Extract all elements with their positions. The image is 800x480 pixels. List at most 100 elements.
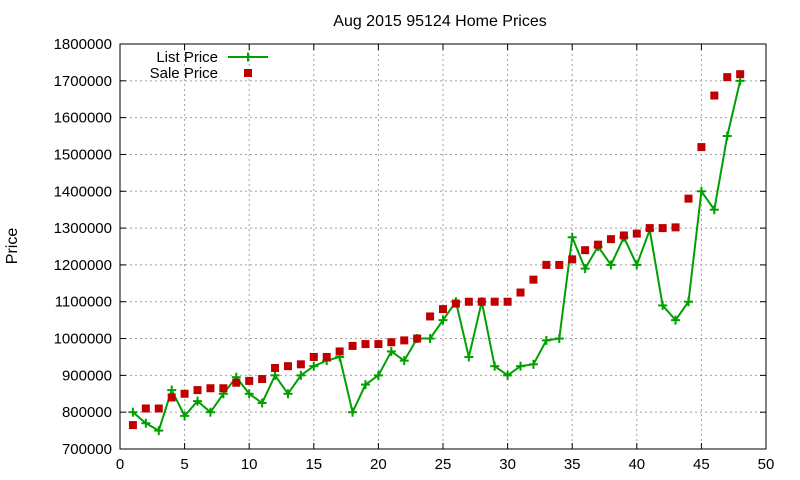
list-price-point bbox=[516, 361, 526, 371]
y-tick-label: 1000000 bbox=[54, 331, 112, 348]
sale-price-point bbox=[245, 376, 254, 385]
legend-label: Sale Price bbox=[150, 65, 218, 82]
list-price-point bbox=[205, 407, 215, 417]
sale-price-point bbox=[206, 384, 215, 393]
series-layer bbox=[128, 70, 745, 436]
sale-price-point bbox=[361, 340, 370, 349]
list-price-point bbox=[709, 205, 719, 215]
x-tick-label: 25 bbox=[435, 456, 452, 473]
list-price-point bbox=[167, 385, 177, 395]
sale-price-point bbox=[193, 386, 202, 395]
sale-price-point bbox=[387, 338, 396, 347]
x-tick-label: 50 bbox=[758, 456, 775, 473]
x-tick-label: 15 bbox=[305, 456, 322, 473]
list-price-point bbox=[464, 352, 474, 362]
list-price-point bbox=[257, 398, 267, 408]
list-price-point bbox=[373, 370, 383, 380]
sale-price-point bbox=[283, 362, 292, 371]
y-tick-label: 1800000 bbox=[54, 36, 112, 53]
list-price-point bbox=[128, 407, 138, 417]
sale-price-point bbox=[529, 275, 538, 284]
series-1 bbox=[128, 70, 745, 430]
sale-price-point bbox=[219, 384, 228, 393]
list-price-point bbox=[399, 356, 409, 366]
sale-price-point bbox=[697, 143, 706, 152]
sale-price-point bbox=[736, 70, 745, 79]
sale-price-point bbox=[309, 352, 318, 361]
y-tick-label: 1400000 bbox=[54, 183, 112, 200]
list-price-point bbox=[632, 260, 642, 270]
legend-marker bbox=[244, 69, 252, 77]
sale-price-point bbox=[568, 255, 577, 264]
x-tick-label: 5 bbox=[180, 456, 188, 473]
x-tick-label: 0 bbox=[116, 456, 124, 473]
list-price-point bbox=[683, 297, 693, 307]
sale-price-point bbox=[451, 299, 460, 308]
grid bbox=[120, 44, 766, 449]
x-tick-label: 30 bbox=[499, 456, 516, 473]
series-0 bbox=[128, 76, 745, 436]
sale-price-point bbox=[167, 393, 176, 402]
list-price-point bbox=[270, 370, 280, 380]
sale-price-point bbox=[710, 91, 719, 100]
sale-price-point bbox=[413, 334, 422, 343]
sale-price-point bbox=[348, 341, 357, 350]
list-price-point bbox=[309, 361, 319, 371]
sale-price-point bbox=[464, 297, 473, 306]
list-price-point bbox=[193, 396, 203, 406]
sale-price-point bbox=[723, 73, 732, 82]
list-price-point bbox=[348, 407, 358, 417]
sale-price-point bbox=[400, 336, 409, 345]
sale-price-point bbox=[542, 260, 551, 269]
list-price-point bbox=[386, 346, 396, 356]
sale-price-point bbox=[258, 375, 267, 384]
sale-price-point bbox=[516, 288, 525, 297]
sale-price-point bbox=[619, 231, 628, 240]
y-tick-label: 1500000 bbox=[54, 146, 112, 163]
list-price-point bbox=[671, 315, 681, 325]
axes: 0 5 10 15 20 25 30 35 40 45 50 700000 800000 900000 10… bbox=[54, 36, 775, 473]
list-price-point bbox=[180, 411, 190, 421]
sale-price-point bbox=[632, 229, 641, 238]
list-price-point bbox=[490, 361, 500, 371]
y-tick-label: 700000 bbox=[62, 441, 112, 458]
list-price-point bbox=[606, 260, 616, 270]
y-tick-label: 1200000 bbox=[54, 257, 112, 274]
list-price-point bbox=[296, 370, 306, 380]
x-tick-label: 35 bbox=[564, 456, 581, 473]
list-price-point bbox=[722, 131, 732, 141]
y-axis-label: Price bbox=[4, 228, 21, 265]
list-price-point bbox=[244, 389, 254, 399]
sale-price-point bbox=[581, 246, 590, 255]
x-tick-label: 10 bbox=[241, 456, 258, 473]
sale-price-point bbox=[658, 224, 667, 233]
sale-price-point bbox=[296, 360, 305, 369]
list-price-point bbox=[438, 315, 448, 325]
sale-price-point bbox=[426, 312, 435, 321]
chart-title: Aug 2015 95124 Home Prices bbox=[333, 13, 546, 30]
list-price-point bbox=[567, 232, 577, 242]
sale-price-point bbox=[671, 223, 680, 232]
sale-price-point bbox=[645, 224, 654, 233]
sale-price-point bbox=[477, 297, 486, 306]
sale-price-point bbox=[180, 389, 189, 398]
list-price-point bbox=[696, 186, 706, 196]
list-price-point bbox=[141, 418, 151, 428]
list-price-point bbox=[283, 389, 293, 399]
sale-price-point bbox=[490, 297, 499, 306]
sale-price-point bbox=[271, 364, 280, 372]
legend-label: List Price bbox=[156, 49, 218, 66]
legend-marker bbox=[243, 52, 253, 62]
list-price-point bbox=[154, 426, 164, 436]
sale-price-point bbox=[503, 297, 512, 306]
list-price-point bbox=[541, 335, 551, 345]
x-tick-label: 40 bbox=[628, 456, 645, 473]
y-tick-label: 900000 bbox=[62, 367, 112, 384]
y-tick-label: 800000 bbox=[62, 404, 112, 421]
list-price-line bbox=[132, 80, 742, 432]
list-price-point bbox=[658, 300, 668, 310]
y-tick-label: 1600000 bbox=[54, 110, 112, 127]
sale-price-point bbox=[154, 404, 163, 413]
